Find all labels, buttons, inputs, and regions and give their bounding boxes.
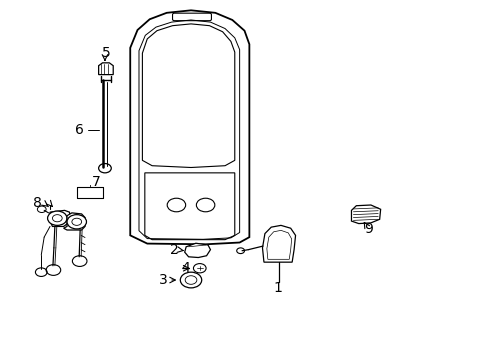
Text: 3: 3 xyxy=(158,273,167,287)
Circle shape xyxy=(67,215,86,229)
Polygon shape xyxy=(184,243,210,257)
Polygon shape xyxy=(63,213,85,230)
Circle shape xyxy=(47,211,67,225)
Circle shape xyxy=(180,272,201,288)
Text: 7: 7 xyxy=(92,175,101,189)
Circle shape xyxy=(236,248,244,253)
Polygon shape xyxy=(351,205,380,224)
Text: 9: 9 xyxy=(363,222,372,236)
Polygon shape xyxy=(99,63,113,75)
Text: 8: 8 xyxy=(33,196,42,210)
Text: 6: 6 xyxy=(75,123,83,137)
Text: 1: 1 xyxy=(273,281,282,295)
Text: 5: 5 xyxy=(102,46,110,60)
Text: 4: 4 xyxy=(182,261,190,275)
Circle shape xyxy=(99,163,111,173)
Polygon shape xyxy=(262,225,295,262)
Text: 2: 2 xyxy=(169,243,178,257)
Circle shape xyxy=(193,264,205,273)
Polygon shape xyxy=(50,210,70,226)
